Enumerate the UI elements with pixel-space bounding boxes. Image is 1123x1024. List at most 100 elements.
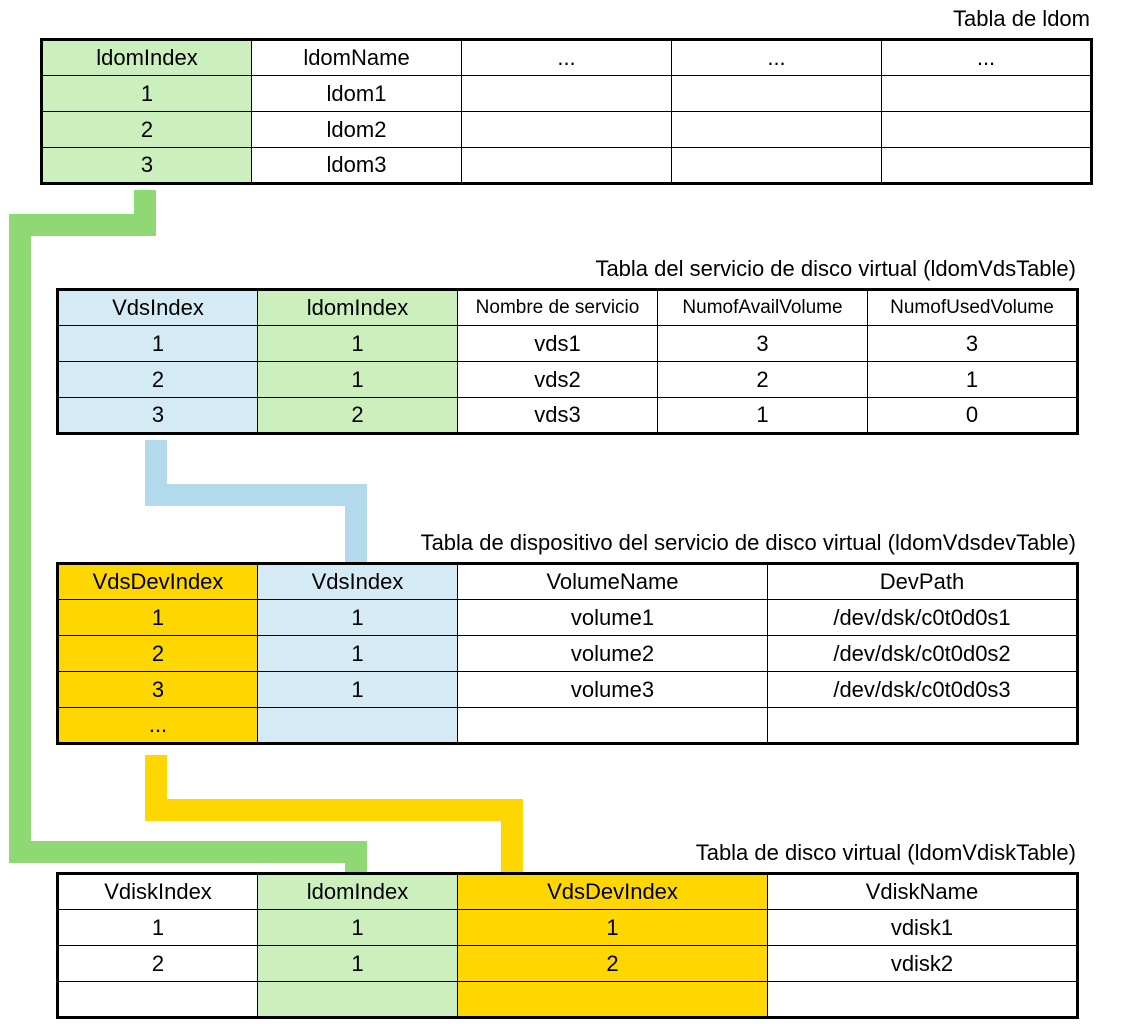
col-volumename: VolumeName [458, 564, 768, 600]
cell: 2 [42, 112, 252, 148]
table-row: 3 1 volume3 /dev/dsk/c0t0d0s3 [58, 672, 1078, 708]
col-vdiskname: VdiskName [768, 874, 1078, 910]
cell: 2 [658, 362, 868, 398]
cell [258, 982, 458, 1018]
cell: 1 [58, 600, 258, 636]
col-vdiskindex: VdiskIndex [58, 874, 258, 910]
cell [768, 982, 1078, 1018]
table3-title: Tabla de dispositivo del servicio de dis… [56, 530, 1076, 556]
cell: 1 [258, 636, 458, 672]
col-ldomindex: ldomIndex [42, 40, 252, 76]
cell: volume1 [458, 600, 768, 636]
table4-title: Tabla de disco virtual (ldomVdiskTable) [56, 840, 1076, 866]
cell [462, 76, 672, 112]
cell: vds1 [458, 326, 658, 362]
cell: 1 [258, 910, 458, 946]
table-header-row: ldomIndex ldomName ... ... ... [42, 40, 1092, 76]
cell [672, 148, 882, 184]
table2-title: Tabla del servicio de disco virtual (ldo… [56, 256, 1076, 282]
cell: 2 [458, 946, 768, 982]
cell: 1 [868, 362, 1078, 398]
cell: /dev/dsk/c0t0d0s3 [768, 672, 1078, 708]
cell: vdisk1 [768, 910, 1078, 946]
vds-table: VdsIndex ldomIndex Nombre de servicio Nu… [56, 288, 1079, 435]
table-header-row: VdsIndex ldomIndex Nombre de servicio Nu… [58, 290, 1078, 326]
col-vdsindex: VdsIndex [258, 564, 458, 600]
col-availvol: NumofAvailVolume [658, 290, 868, 326]
table-row: 2 ldom2 [42, 112, 1092, 148]
table-row: 1 ldom1 [42, 76, 1092, 112]
cell: vds2 [458, 362, 658, 398]
cell: 1 [258, 326, 458, 362]
cell [462, 112, 672, 148]
table-row: 2 1 vds2 2 1 [58, 362, 1078, 398]
cell [672, 76, 882, 112]
cell: 1 [58, 910, 258, 946]
table-row: ... [58, 708, 1078, 744]
cell: 1 [458, 910, 768, 946]
cell: 1 [258, 672, 458, 708]
cell: ldom2 [252, 112, 462, 148]
col-servicename: Nombre de servicio [458, 290, 658, 326]
col-ldomindex: ldomIndex [258, 874, 458, 910]
cell [882, 112, 1092, 148]
cell: vdisk2 [768, 946, 1078, 982]
cell [258, 708, 458, 744]
cell: 2 [258, 398, 458, 434]
cell [672, 112, 882, 148]
cell: ldom1 [252, 76, 462, 112]
table-row: 3 2 vds3 1 0 [58, 398, 1078, 434]
cell: 2 [58, 636, 258, 672]
table-row [58, 982, 1078, 1018]
cell [58, 982, 258, 1018]
table-row: 2 1 2 vdisk2 [58, 946, 1078, 982]
cell: 2 [58, 362, 258, 398]
table1-title: Tabla de ldom [40, 6, 1090, 32]
cell [462, 148, 672, 184]
col-vdsdevindex: VdsDevIndex [458, 874, 768, 910]
cell: volume3 [458, 672, 768, 708]
cell: 3 [658, 326, 868, 362]
table-row: 3 ldom3 [42, 148, 1092, 184]
col-ellipsis: ... [462, 40, 672, 76]
cell: 3 [42, 148, 252, 184]
ldom-table: ldomIndex ldomName ... ... ... 1 ldom1 2… [40, 38, 1093, 185]
vdisk-table: VdiskIndex ldomIndex VdsDevIndex VdiskNa… [56, 872, 1079, 1019]
col-vdsdevindex: VdsDevIndex [58, 564, 258, 600]
cell: /dev/dsk/c0t0d0s1 [768, 600, 1078, 636]
col-ellipsis: ... [882, 40, 1092, 76]
table-row: 1 1 1 vdisk1 [58, 910, 1078, 946]
table-row: 2 1 volume2 /dev/dsk/c0t0d0s2 [58, 636, 1078, 672]
cell [458, 982, 768, 1018]
col-ldomname: ldomName [252, 40, 462, 76]
col-devpath: DevPath [768, 564, 1078, 600]
cell [882, 76, 1092, 112]
vdsdev-table: VdsDevIndex VdsIndex VolumeName DevPath … [56, 562, 1079, 745]
cell: 1 [42, 76, 252, 112]
cell: 3 [58, 398, 258, 434]
table-row: 1 1 vds1 3 3 [58, 326, 1078, 362]
cell: 1 [258, 600, 458, 636]
cell [882, 148, 1092, 184]
cell: /dev/dsk/c0t0d0s2 [768, 636, 1078, 672]
table-header-row: VdsDevIndex VdsIndex VolumeName DevPath [58, 564, 1078, 600]
cell [458, 708, 768, 744]
col-usedvol: NumofUsedVolume [868, 290, 1078, 326]
cell: 1 [258, 362, 458, 398]
cell: ldom3 [252, 148, 462, 184]
cell: 3 [58, 672, 258, 708]
col-ldomindex: ldomIndex [258, 290, 458, 326]
col-vdsindex: VdsIndex [58, 290, 258, 326]
cell: 1 [658, 398, 868, 434]
cell [768, 708, 1078, 744]
table-header-row: VdiskIndex ldomIndex VdsDevIndex VdiskNa… [58, 874, 1078, 910]
cell: vds3 [458, 398, 658, 434]
col-ellipsis: ... [672, 40, 882, 76]
cell: 1 [58, 326, 258, 362]
cell: 0 [868, 398, 1078, 434]
cell: volume2 [458, 636, 768, 672]
cell: 2 [58, 946, 258, 982]
cell: ... [58, 708, 258, 744]
table-row: 1 1 volume1 /dev/dsk/c0t0d0s1 [58, 600, 1078, 636]
cell: 1 [258, 946, 458, 982]
